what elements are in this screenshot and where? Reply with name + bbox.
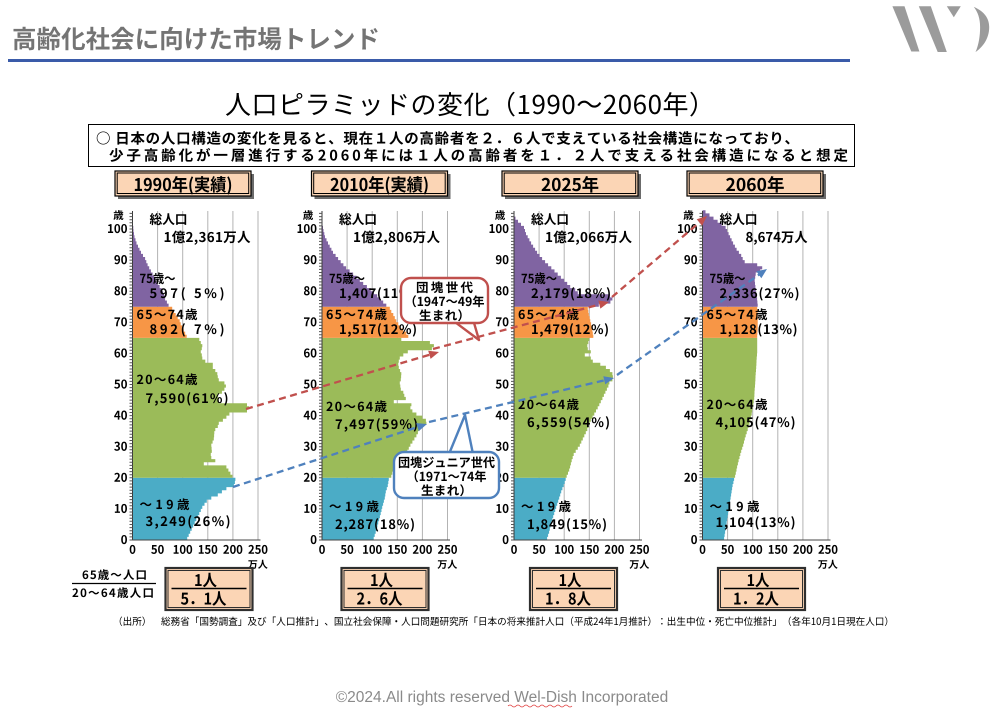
svg-text:©2024.All rights reserved Wel-: ©2024.All rights reserved Wel-Dish Incor… xyxy=(336,689,668,706)
